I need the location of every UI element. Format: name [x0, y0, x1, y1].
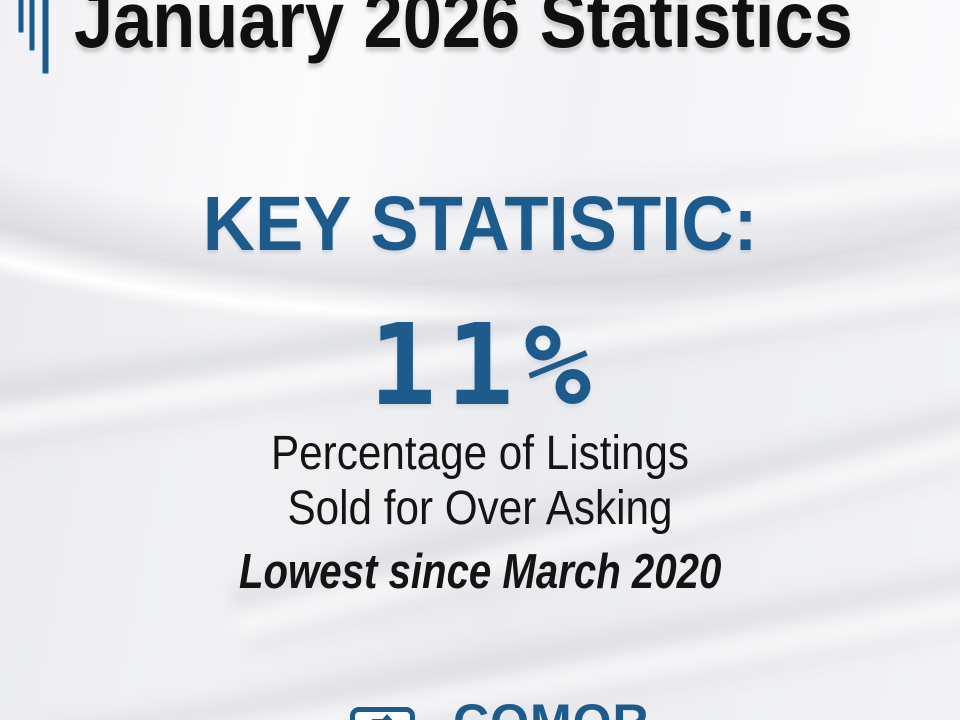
framed-chart-icon	[350, 707, 415, 720]
key-statistic-label: KEY STATISTIC:	[0, 186, 960, 263]
page-title: January 2026 Statistics	[74, 0, 959, 60]
key-statistic-value: 11%	[0, 310, 960, 422]
page-title-text: January 2026 Statistics	[74, 0, 853, 64]
bar-icon	[29, 0, 35, 51]
key-statistic-value-text: 11%	[368, 301, 602, 431]
statistic-description: Percentage of Listings Sold for Over Ask…	[0, 426, 960, 536]
fabric-fold	[0, 512, 960, 720]
statistic-note-text: Lowest since March 2020	[238, 545, 722, 599]
bar-icon	[18, 0, 24, 33]
brand-logo-text: COMOR	[453, 697, 650, 720]
description-line-2: Sold for Over Asking	[287, 482, 673, 535]
bar-icon	[42, 0, 49, 74]
key-statistic-label-text: KEY STATISTIC:	[202, 181, 758, 267]
statistic-note: Lowest since March 2020	[0, 548, 960, 597]
description-line-1: Percentage of Listings	[271, 427, 689, 480]
